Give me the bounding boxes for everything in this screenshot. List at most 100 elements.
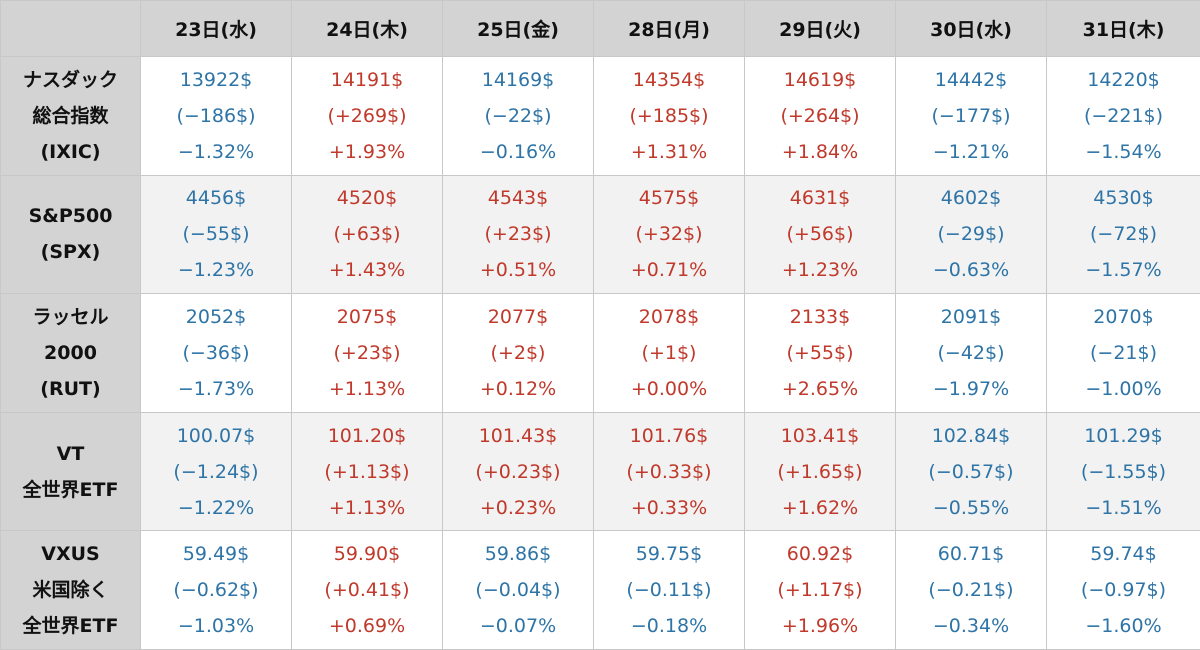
price-cell: 60.71$ (−0.21$) −0.34%	[895, 530, 1047, 650]
row-label-line: 総合指数	[32, 104, 109, 127]
price-cell: 2077$ (+2$) +0.12%	[442, 293, 594, 413]
date-header: 25日(金)	[442, 0, 594, 57]
change-value: (+0.33$)	[626, 460, 712, 483]
price-cell: 14220$ (−221$) −1.54%	[1046, 56, 1200, 176]
row-label-sp500: S&P500 (SPX)	[0, 174, 141, 295]
change-value: (−177$)	[931, 104, 1011, 127]
change-value: (+32$)	[635, 223, 703, 246]
percent-value: +0.23%	[479, 496, 557, 519]
percent-value: −1.57%	[1085, 259, 1162, 282]
percent-value: +1.93%	[328, 140, 406, 163]
price-value: 14191$	[330, 68, 404, 91]
change-value: (−72$)	[1089, 223, 1157, 246]
percent-value: +1.62%	[781, 496, 859, 519]
price-value: 4530$	[1093, 187, 1154, 210]
price-cell: 59.75$ (−0.11$) −0.18%	[593, 530, 745, 650]
price-value: 13922$	[179, 68, 253, 91]
change-value: (+1.65$)	[777, 460, 863, 483]
price-value: 2078$	[638, 305, 700, 328]
change-value: (−36$)	[182, 341, 250, 364]
price-cell: 2091$ (−42$) −1.97%	[895, 293, 1047, 413]
row-label-line: 米国除く	[32, 579, 109, 602]
price-cell: 14191$ (+269$) +1.93%	[291, 56, 443, 176]
row-label-line: (SPX)	[40, 241, 101, 264]
row-label-russell: ラッセル 2000 (RUT)	[0, 293, 141, 413]
row-label-line: VT	[56, 442, 85, 465]
percent-value: −1.97%	[932, 377, 1010, 400]
price-cell: 14169$ (−22$) −0.16%	[442, 56, 594, 176]
price-value: 59.49$	[182, 543, 250, 566]
change-value: (+55$)	[786, 341, 854, 364]
change-value: (+23$)	[333, 341, 401, 364]
price-value: 59.86$	[484, 543, 552, 566]
row-label-line: ラッセル	[32, 305, 109, 328]
percent-value: −1.32%	[177, 140, 255, 163]
percent-value: +1.96%	[781, 615, 859, 638]
price-value: 14220$	[1087, 68, 1160, 91]
price-cell: 101.43$ (+0.23$) +0.23%	[442, 411, 594, 532]
price-value: 14442$	[934, 68, 1008, 91]
change-value: (+0.41$)	[324, 579, 410, 602]
change-value: (+23$)	[484, 223, 552, 246]
price-cell: 4543$ (+23$) +0.51%	[442, 174, 594, 295]
date-header: 31日(木)	[1046, 0, 1200, 57]
row-label-vxus: VXUS 米国除く 全世界ETF	[0, 530, 141, 650]
change-value: (−186$)	[176, 104, 256, 127]
change-value: (+2$)	[490, 341, 546, 364]
price-cell: 101.20$ (+1.13$) +1.13%	[291, 411, 443, 532]
price-value: 101.20$	[327, 424, 407, 447]
percent-value: +0.33%	[630, 496, 708, 519]
price-value: 4520$	[336, 187, 398, 210]
change-value: (−1.24$)	[173, 460, 259, 483]
row-label-line: 全世界ETF	[22, 478, 119, 501]
price-value: 101.43$	[478, 424, 558, 447]
date-header: 24日(木)	[291, 0, 443, 57]
price-cell: 102.84$ (−0.57$) −0.55%	[895, 411, 1047, 532]
price-value: 103.41$	[780, 424, 860, 447]
date-header: 28日(月)	[593, 0, 745, 57]
price-value: 4575$	[638, 187, 700, 210]
percent-value: −1.60%	[1085, 615, 1162, 638]
change-value: (+1.17$)	[777, 579, 863, 602]
percent-value: +2.65%	[781, 377, 859, 400]
percent-value: −0.63%	[932, 259, 1010, 282]
date-header: 30日(水)	[895, 0, 1047, 57]
change-value: (−55$)	[182, 223, 250, 246]
row-label-line: 2000	[44, 341, 97, 364]
change-value: (−42$)	[937, 341, 1005, 364]
price-value: 2070$	[1093, 305, 1154, 328]
price-cell: 2078$ (+1$) +0.00%	[593, 293, 745, 413]
price-value: 60.71$	[937, 543, 1005, 566]
price-cell: 60.92$ (+1.17$) +1.96%	[744, 530, 896, 650]
percent-value: −1.00%	[1085, 377, 1162, 400]
price-cell: 59.49$ (−0.62$) −1.03%	[140, 530, 292, 650]
percent-value: −0.34%	[932, 615, 1010, 638]
price-value: 14619$	[783, 68, 857, 91]
change-value: (+1.13$)	[324, 460, 410, 483]
price-cell: 4602$ (−29$) −0.63%	[895, 174, 1047, 295]
price-cell: 100.07$ (−1.24$) −1.22%	[140, 411, 292, 532]
percent-value: +1.13%	[328, 496, 406, 519]
percent-value: −1.23%	[177, 259, 255, 282]
change-value: (−221$)	[1083, 104, 1164, 127]
price-cell: 4520$ (+63$) +1.43%	[291, 174, 443, 295]
change-value: (+56$)	[786, 223, 854, 246]
price-cell: 4575$ (+32$) +0.71%	[593, 174, 745, 295]
percent-value: −1.73%	[177, 377, 255, 400]
price-cell: 2075$ (+23$) +1.13%	[291, 293, 443, 413]
price-value: 2077$	[487, 305, 549, 328]
change-value: (−22$)	[484, 104, 552, 127]
price-value: 59.75$	[635, 543, 703, 566]
change-value: (−29$)	[937, 223, 1005, 246]
percent-value: −1.22%	[177, 496, 255, 519]
price-value: 2075$	[336, 305, 398, 328]
row-label-nasdaq: ナスダック 総合指数 (IXIC)	[0, 56, 141, 176]
price-value: 2133$	[789, 305, 851, 328]
price-cell: 103.41$ (+1.65$) +1.62%	[744, 411, 896, 532]
percent-value: +0.69%	[328, 615, 406, 638]
price-cell: 4530$ (−72$) −1.57%	[1046, 174, 1200, 295]
percent-value: −1.54%	[1085, 140, 1162, 163]
percent-value: −0.55%	[932, 496, 1010, 519]
percent-value: −0.07%	[479, 615, 557, 638]
